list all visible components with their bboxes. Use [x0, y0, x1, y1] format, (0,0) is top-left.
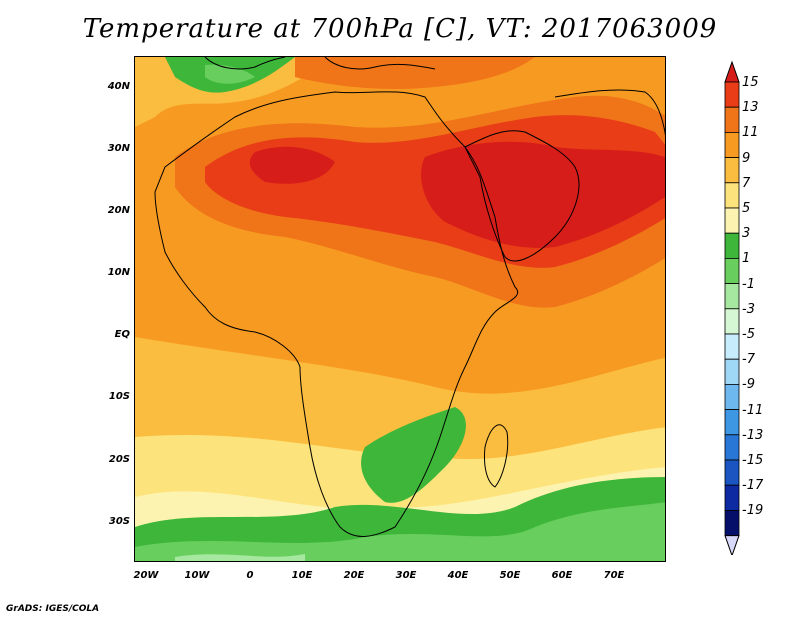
colorbar-label: -3 [742, 301, 755, 317]
colorbar-segment [724, 132, 740, 159]
field-neg1-iberia [205, 64, 255, 84]
lon-label-50e: 50E [499, 570, 521, 581]
chart-title: Temperature at 700hPa [C], VT: 201706300… [82, 14, 718, 44]
lat-label-10s: 10S [108, 391, 130, 402]
colorbar-segment [724, 81, 740, 108]
colorbar-label: -9 [742, 377, 755, 393]
colorbar-label: 3 [742, 226, 751, 242]
colorbar [724, 60, 740, 555]
colorbar-segment [724, 207, 740, 234]
colorbar-label: 5 [742, 201, 751, 216]
colorbar-segment [724, 509, 740, 536]
temperature-map [135, 57, 665, 561]
colorbar-label: -15 [742, 453, 764, 468]
colorbar-label: -19 [742, 503, 764, 519]
field-15-arabia [421, 141, 665, 248]
colorbar-segment [724, 157, 740, 184]
colorbar-segment [724, 106, 740, 133]
field-neg1-south [135, 502, 665, 561]
colorbar-label: 11 [742, 125, 759, 141]
lon-label-20w: 20W [133, 570, 159, 581]
colorbar-segment [724, 383, 740, 410]
colorbar-segment [724, 182, 740, 209]
colorbar-label: 15 [742, 75, 759, 90]
colorbar-segment [724, 308, 740, 335]
lon-label-40e: 40E [447, 570, 469, 581]
grads-credit: GrADS: IGES/COLA [6, 604, 100, 614]
lon-label-0: 0 [246, 570, 254, 581]
colorbar-label: 13 [742, 100, 759, 116]
colorbar-label: -17 [742, 478, 764, 494]
map-plot [134, 56, 666, 562]
colorbar-bottom-arrow [724, 535, 740, 555]
coastlines [154, 57, 665, 537]
colorbar-segment [724, 459, 740, 486]
lon-label-10e: 10E [291, 570, 313, 581]
colorbar-segment [724, 484, 740, 511]
colorbar-label: -7 [742, 352, 755, 368]
lat-label-eq: EQ [114, 329, 130, 340]
colorbar-label: 9 [742, 150, 751, 166]
lat-label-30n: 30N [107, 143, 130, 154]
lat-label-20s: 20S [108, 454, 130, 465]
colorbar-segment [724, 333, 740, 360]
colorbar-label: 7 [742, 175, 751, 191]
colorbar-segment [724, 232, 740, 259]
colorbar-segment [724, 409, 740, 436]
lon-label-70e: 70E [603, 570, 625, 581]
colorbar-segment [724, 257, 740, 284]
colorbar-segment [724, 283, 740, 310]
lon-label-30e: 30E [395, 570, 417, 581]
lat-label-40n: 40N [107, 81, 130, 92]
field-neg3-south [175, 554, 305, 561]
lat-label-30s: 30S [108, 516, 130, 527]
lat-label-20n: 20N [107, 205, 130, 216]
colorbar-top-arrow [724, 60, 740, 83]
colorbar-label: -1 [742, 276, 755, 292]
field-11-med [295, 57, 535, 89]
colorbar-label: -11 [742, 402, 764, 418]
lon-label-60e: 60E [551, 570, 573, 581]
colorbar-segment [724, 358, 740, 385]
colorbar-segment [724, 434, 740, 461]
lon-label-10w: 10W [184, 570, 210, 581]
colorbar-label: -13 [742, 427, 764, 443]
field-9-indian [565, 277, 665, 362]
lon-label-20e: 20E [343, 570, 365, 581]
colorbar-label: 1 [742, 251, 751, 267]
field-1-zambia [361, 407, 466, 503]
lat-label-10n: 10N [107, 267, 130, 278]
colorbar-label: -5 [742, 327, 755, 342]
field-15-algeria [249, 146, 335, 184]
